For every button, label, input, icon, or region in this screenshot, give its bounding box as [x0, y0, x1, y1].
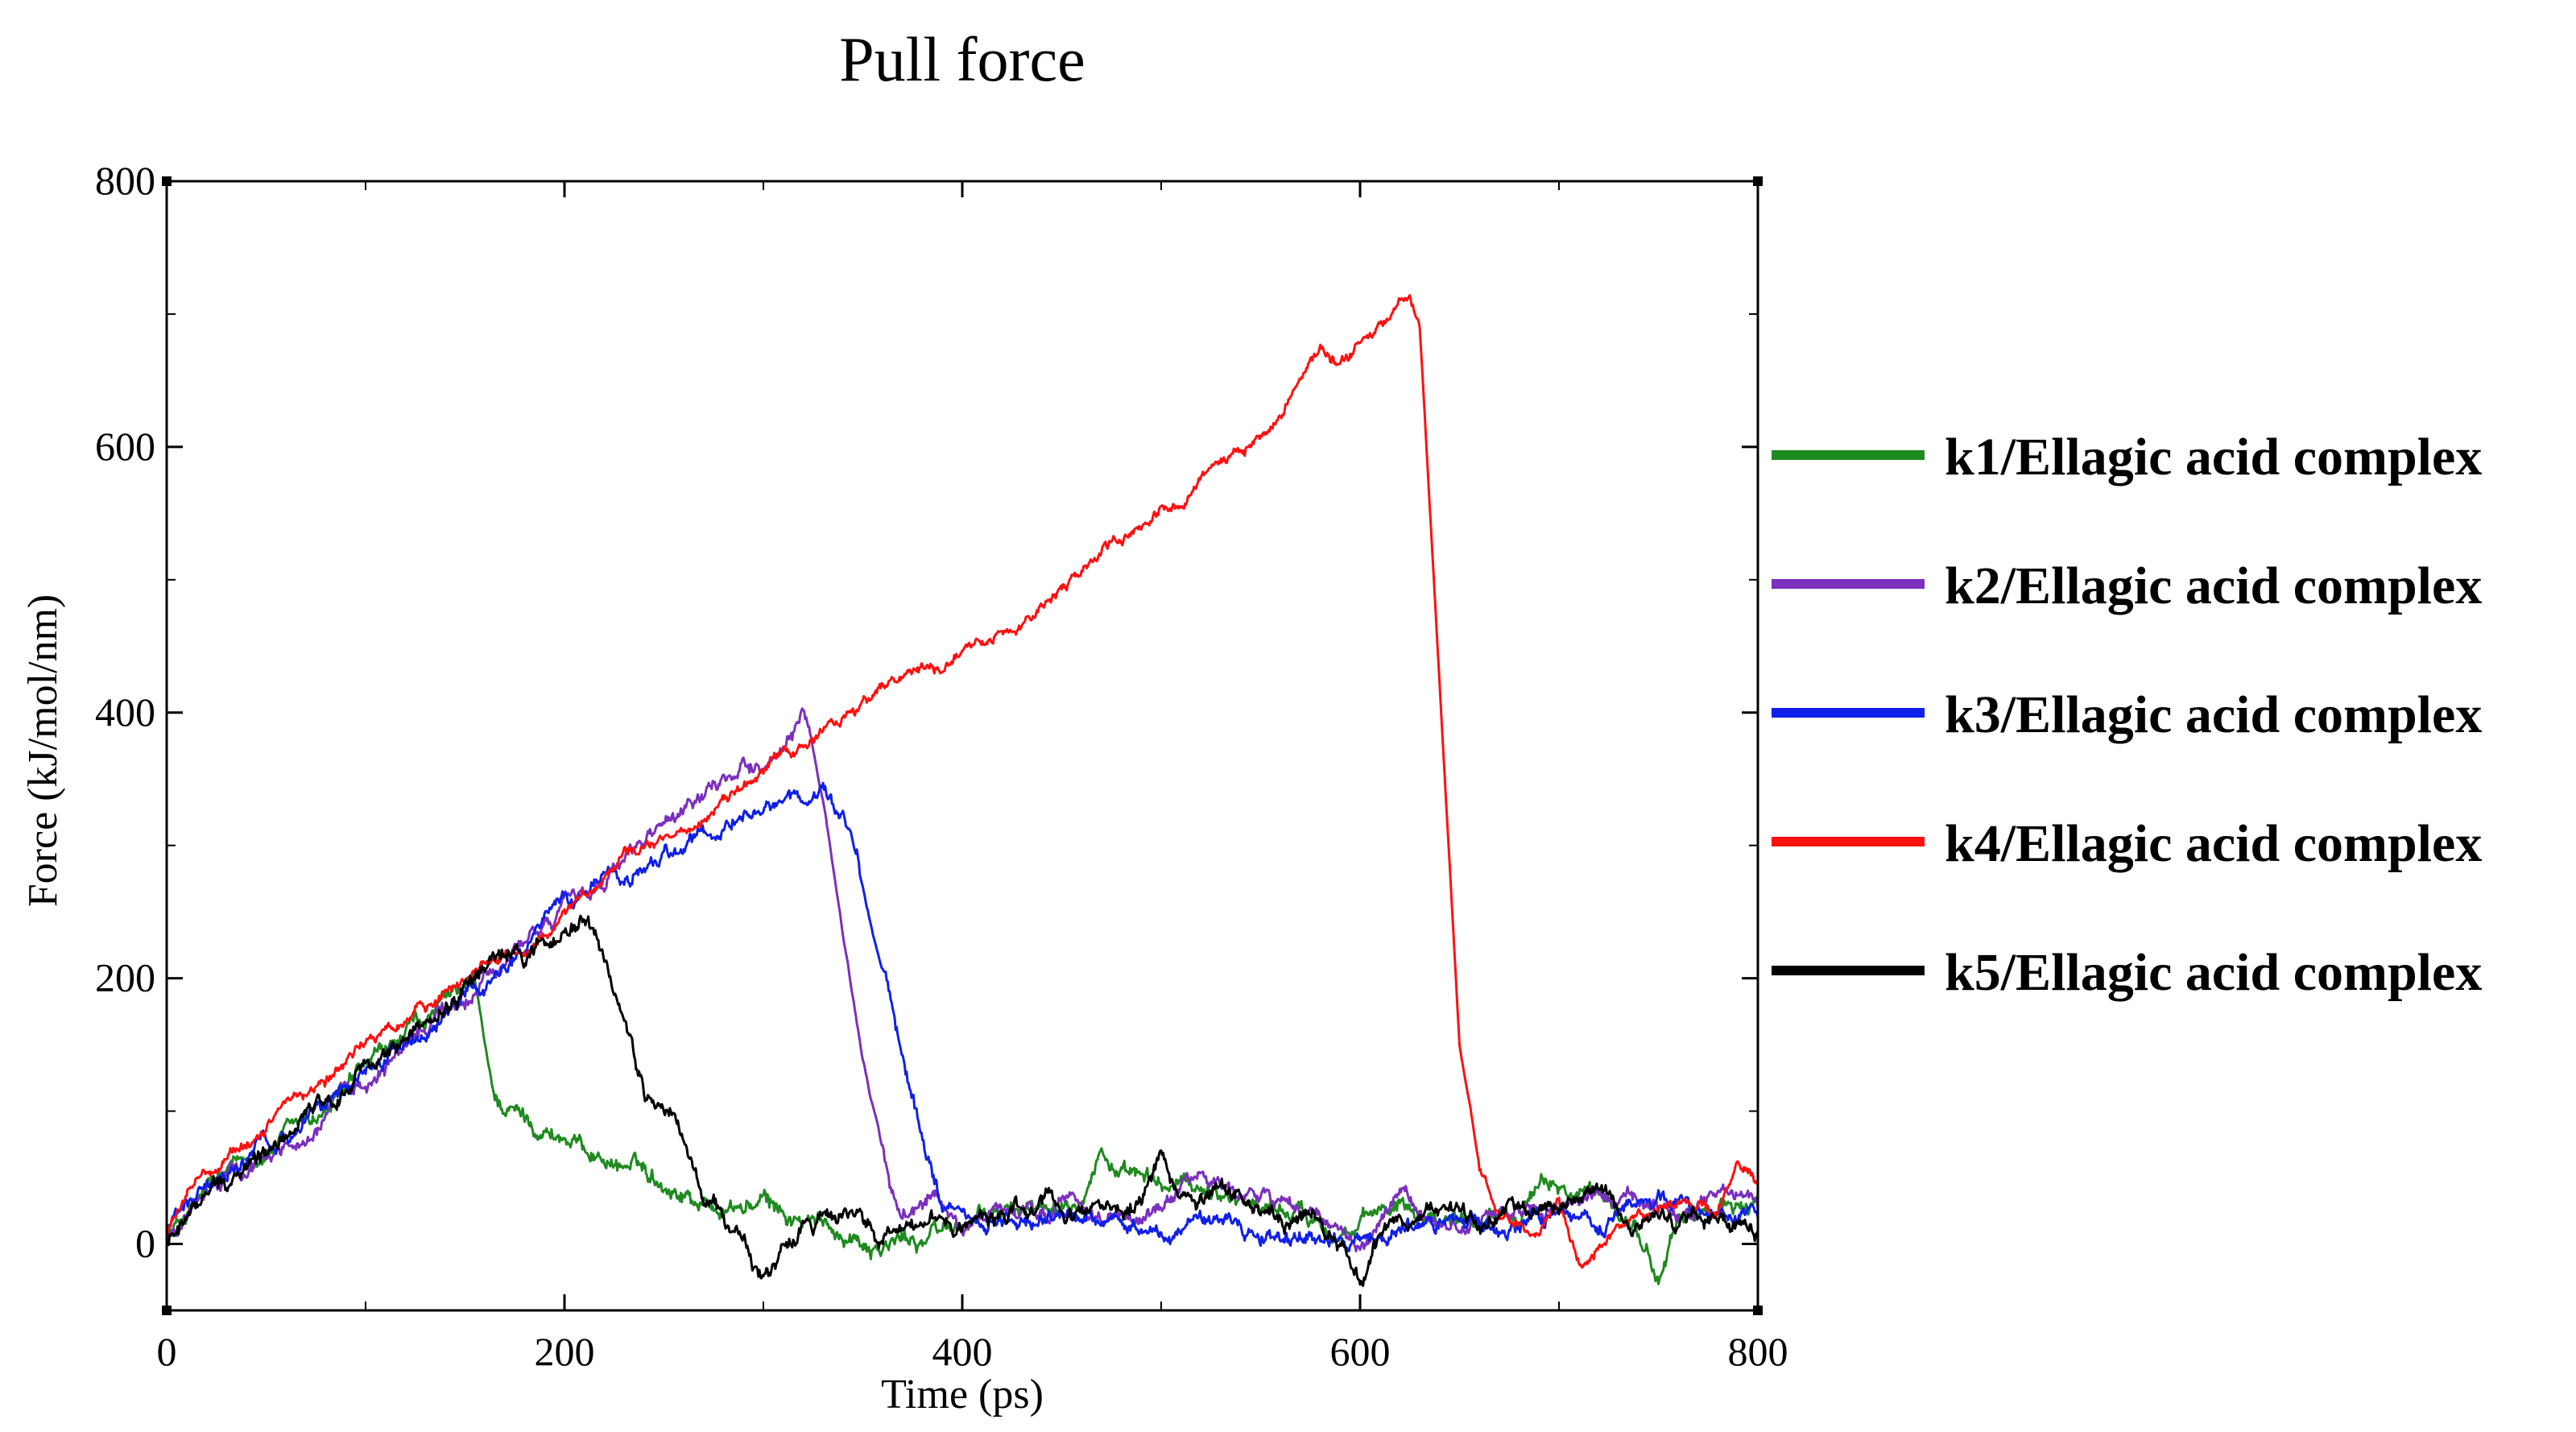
- frame-corner-marker: [1753, 176, 1763, 186]
- legend-label: k2/Ellagic acid complex: [1945, 557, 2482, 615]
- series-line-k3: [165, 781, 1759, 1252]
- y-tick-label: 400: [95, 689, 155, 735]
- frame-corner-marker: [162, 176, 172, 186]
- legend-label: k3/Ellagic acid complex: [1945, 685, 2482, 744]
- x-tick-label: 600: [1330, 1329, 1391, 1374]
- ticks: 0 200 400 600 800 0 200 400 600 800: [95, 158, 1788, 1374]
- x-axis-label: Time (ps): [881, 1372, 1044, 1418]
- frame-corner-marker: [162, 1306, 172, 1315]
- x-tick-label: 400: [932, 1329, 993, 1374]
- y-tick-label: 800: [95, 158, 155, 203]
- plot-frame: [165, 180, 1759, 1312]
- y-tick-label: 0: [135, 1221, 155, 1266]
- frame-corners: [162, 176, 1763, 1315]
- series-line-k4: [165, 294, 1759, 1269]
- chart-title: Pull force: [839, 24, 1085, 94]
- y-tick-label: 600: [95, 424, 155, 469]
- series-group: [165, 294, 1759, 1287]
- y-axis-label: Force (kJ/mol/nm): [20, 594, 66, 908]
- legend-label: k5/Ellagic acid complex: [1945, 943, 2482, 1002]
- x-tick-label: 200: [535, 1329, 595, 1374]
- x-tick-label: 0: [157, 1329, 177, 1374]
- legend-label: k4/Ellagic acid complex: [1945, 814, 2482, 873]
- frame-corner-marker: [1753, 1306, 1763, 1315]
- series-line-k5: [165, 914, 1759, 1287]
- legend: k1/Ellagic acid complex k2/Ellagic acid c…: [1772, 428, 2482, 1002]
- x-tick-label: 800: [1728, 1329, 1788, 1374]
- legend-label: k1/Ellagic acid complex: [1945, 428, 2482, 486]
- y-tick-label: 200: [95, 955, 155, 1000]
